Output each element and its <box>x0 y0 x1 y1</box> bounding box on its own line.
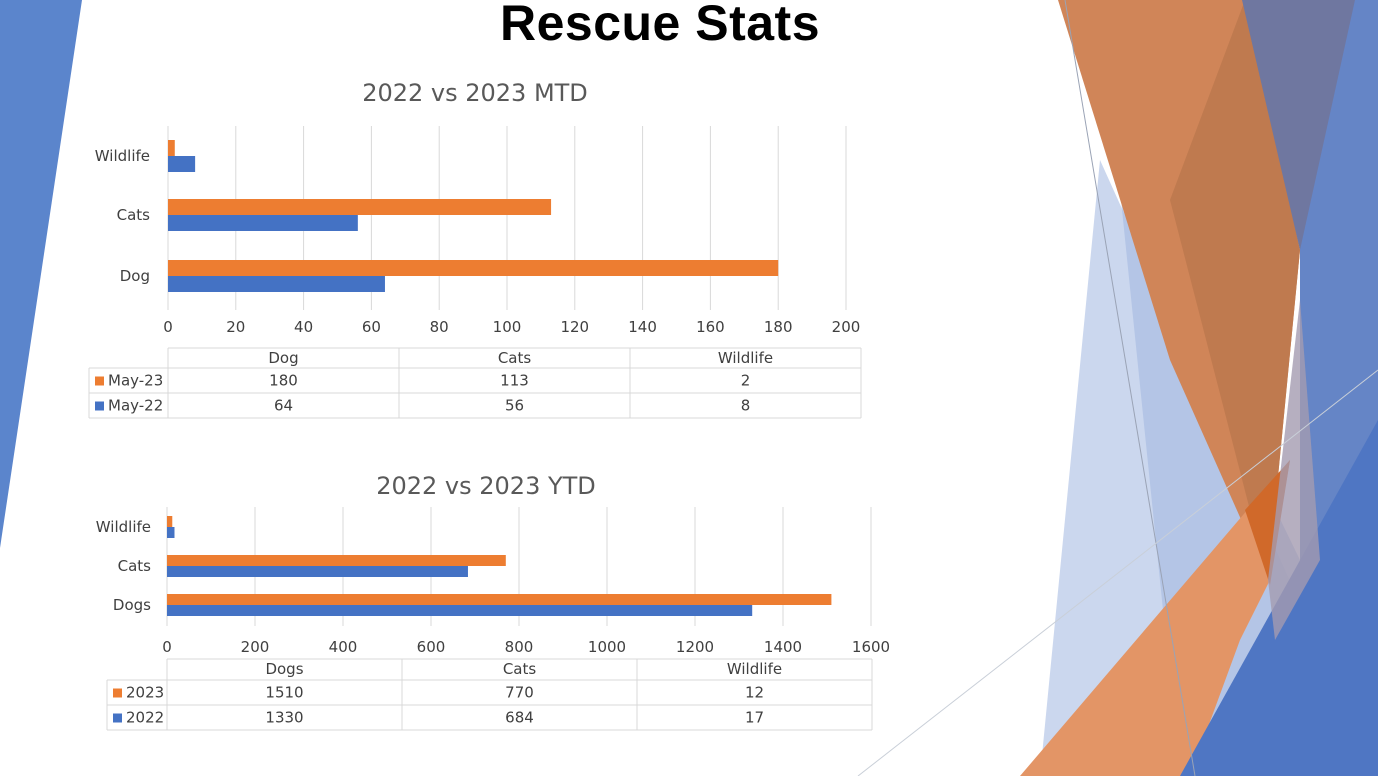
category-label: Wildlife <box>96 518 151 536</box>
table-header-cell: Cats <box>503 660 537 678</box>
table-value-cell: 2 <box>741 372 751 390</box>
x-tick-label: 180 <box>764 318 793 336</box>
slide-title: Rescue Stats <box>499 0 821 51</box>
table-header-cell: Cats <box>498 349 532 367</box>
lower-orange-band <box>1020 460 1290 776</box>
x-tick-label: 0 <box>162 638 172 656</box>
table-value-cell: 56 <box>505 397 524 415</box>
tick-labels: 0 20 40 60 80 100 120 140 160 180 200 <box>163 318 860 336</box>
chart-title: 2022 vs 2023 MTD <box>362 79 588 107</box>
category-labels: Dog Cats Wildlife <box>95 147 150 285</box>
category-label: Dogs <box>113 596 151 614</box>
bars <box>167 516 832 616</box>
table-value-cell: 1330 <box>265 709 303 727</box>
legend-key-swatch <box>95 401 104 411</box>
x-tick-label: 1600 <box>852 638 890 656</box>
legend-key-label: 2022 <box>126 709 164 727</box>
bar-2022-dogs <box>167 605 753 616</box>
table-value-cell: 12 <box>745 684 764 702</box>
table-header-cell: Wildlife <box>727 660 782 678</box>
bar-2023-cats <box>167 555 506 566</box>
bar-2022-cats <box>167 566 468 577</box>
bars <box>168 140 779 292</box>
x-tick-label: 80 <box>430 318 449 336</box>
thin-line-2 <box>857 369 1378 776</box>
x-tick-label: 400 <box>329 638 358 656</box>
x-tick-label: 1200 <box>676 638 714 656</box>
x-tick-label: 800 <box>505 638 534 656</box>
category-labels: Dogs Cats Wildlife <box>96 518 151 614</box>
table-header-cell: Dogs <box>265 660 303 678</box>
legend-key-swatch <box>113 713 122 723</box>
legend-key-swatch <box>113 688 122 698</box>
legend-key-label: May-22 <box>108 397 163 415</box>
x-tick-label: 200 <box>832 318 861 336</box>
thin-line-1 <box>1064 0 1196 776</box>
x-tick-label: 160 <box>696 318 725 336</box>
legend-key-label: 2023 <box>126 684 164 702</box>
category-label: Dog <box>120 267 150 285</box>
x-tick-label: 60 <box>362 318 381 336</box>
table-value-cell: 113 <box>500 372 529 390</box>
category-label: Cats <box>117 206 151 224</box>
x-tick-label: 200 <box>241 638 270 656</box>
category-label: Cats <box>118 557 152 575</box>
table-value-cell: 64 <box>274 397 293 415</box>
x-tick-label: 1000 <box>588 638 626 656</box>
bar-may-22-wildlife <box>168 156 196 172</box>
table-value-cell: 8 <box>741 397 751 415</box>
table-value-cell: 1510 <box>265 684 303 702</box>
left-blue-wedge <box>0 0 82 548</box>
tick-labels: 0 200 400 600 800 1000 1200 1400 1600 <box>162 638 890 656</box>
bar-may-23-cats <box>168 199 552 215</box>
x-tick-label: 20 <box>226 318 245 336</box>
legend-key-swatch <box>95 376 104 386</box>
x-tick-label: 100 <box>493 318 522 336</box>
bar-may-23-wildlife <box>168 140 175 156</box>
data-table: Dog Cats Wildlife May-23 180 113 2 May-22 64 56 8 <box>88 347 862 419</box>
chart-title: 2022 vs 2023 YTD <box>376 472 596 500</box>
x-tick-label: 40 <box>294 318 313 336</box>
x-tick-label: 1400 <box>764 638 802 656</box>
lower-lilac-band <box>1268 300 1320 640</box>
x-tick-label: 140 <box>628 318 657 336</box>
table-header-cell: Wildlife <box>718 349 773 367</box>
category-label: Wildlife <box>95 147 150 165</box>
bar-2022-wildlife <box>167 527 175 538</box>
bar-2023-dogs <box>167 594 832 605</box>
x-tick-label: 120 <box>560 318 589 336</box>
table-header-cell: Dog <box>268 349 298 367</box>
legend-key-label: May-23 <box>108 372 163 390</box>
table-value-cell: 17 <box>745 709 764 727</box>
table-value-cell: 180 <box>269 372 298 390</box>
bar-may-22-cats <box>168 215 358 231</box>
table-value-cell: 684 <box>505 709 534 727</box>
bar-may-22-dog <box>168 276 385 292</box>
bar-2023-wildlife <box>167 516 173 527</box>
x-tick-label: 600 <box>417 638 446 656</box>
bar-may-23-dog <box>168 260 779 276</box>
data-table: Dogs Cats Wildlife 2023 1510 770 12 2022 1330 684… <box>106 658 873 731</box>
table-value-cell: 770 <box>505 684 534 702</box>
x-tick-label: 0 <box>163 318 173 336</box>
right-orange-band-dark <box>1170 0 1300 580</box>
